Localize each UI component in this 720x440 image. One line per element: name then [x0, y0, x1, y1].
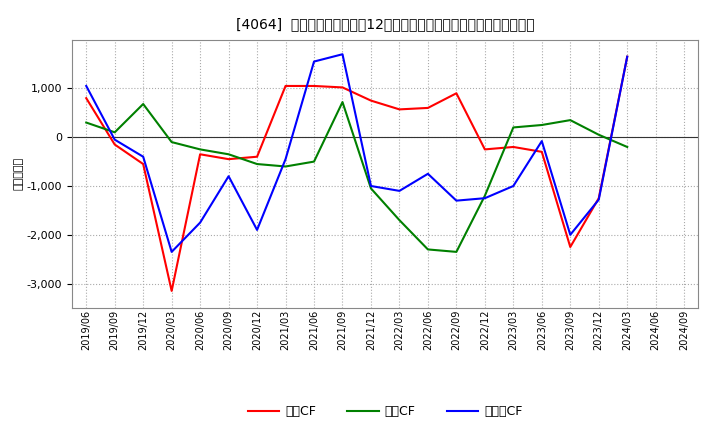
- 営業CF: [310, 83, 318, 88]
- 投資CF: [82, 120, 91, 125]
- フリーCF: [595, 197, 603, 202]
- Line: フリーCF: フリーCF: [86, 54, 627, 252]
- フリーCF: [566, 232, 575, 238]
- 投資CF: [423, 247, 432, 252]
- フリーCF: [452, 198, 461, 203]
- フリーCF: [480, 195, 489, 201]
- Line: 営業CF: 営業CF: [86, 57, 627, 291]
- 営業CF: [110, 142, 119, 147]
- Y-axis label: （百万円）: （百万円）: [14, 157, 24, 191]
- 営業CF: [253, 154, 261, 159]
- 投資CF: [509, 125, 518, 130]
- フリーCF: [366, 183, 375, 189]
- 投資CF: [282, 164, 290, 169]
- 営業CF: [139, 161, 148, 167]
- 投資CF: [139, 101, 148, 106]
- 営業CF: [595, 195, 603, 201]
- フリーCF: [395, 188, 404, 194]
- フリーCF: [225, 174, 233, 179]
- 営業CF: [423, 105, 432, 110]
- 営業CF: [282, 83, 290, 88]
- 営業CF: [82, 95, 91, 101]
- 投資CF: [253, 161, 261, 167]
- フリーCF: [537, 139, 546, 144]
- 投資CF: [167, 139, 176, 145]
- 営業CF: [452, 91, 461, 96]
- フリーCF: [423, 171, 432, 176]
- 営業CF: [338, 85, 347, 90]
- 営業CF: [566, 244, 575, 249]
- 営業CF: [196, 152, 204, 157]
- 営業CF: [509, 144, 518, 150]
- 投資CF: [310, 159, 318, 164]
- フリーCF: [82, 83, 91, 88]
- フリーCF: [338, 51, 347, 57]
- 投資CF: [110, 130, 119, 135]
- Title: [4064]  キャッシュフローの12か月移動合計の対前年同期増減額の推移: [4064] キャッシュフローの12か月移動合計の対前年同期増減額の推移: [236, 18, 534, 32]
- 投資CF: [595, 132, 603, 137]
- 投資CF: [480, 193, 489, 198]
- フリーCF: [167, 249, 176, 254]
- フリーCF: [253, 227, 261, 233]
- 投資CF: [623, 144, 631, 150]
- 投資CF: [225, 152, 233, 157]
- 投資CF: [366, 186, 375, 191]
- 営業CF: [537, 149, 546, 154]
- 営業CF: [366, 98, 375, 103]
- Line: 投資CF: 投資CF: [86, 102, 627, 252]
- フリーCF: [110, 137, 119, 142]
- Legend: 営業CF, 投資CF, フリーCF: 営業CF, 投資CF, フリーCF: [243, 400, 528, 423]
- フリーCF: [509, 183, 518, 189]
- フリーCF: [196, 220, 204, 225]
- 営業CF: [480, 147, 489, 152]
- フリーCF: [282, 157, 290, 162]
- 投資CF: [566, 117, 575, 123]
- 投資CF: [452, 249, 461, 254]
- 営業CF: [395, 107, 404, 112]
- 投資CF: [537, 122, 546, 128]
- 投資CF: [338, 99, 347, 105]
- 投資CF: [196, 147, 204, 152]
- フリーCF: [623, 54, 631, 59]
- フリーCF: [139, 154, 148, 159]
- 営業CF: [225, 157, 233, 162]
- フリーCF: [310, 59, 318, 64]
- 営業CF: [167, 288, 176, 293]
- 営業CF: [623, 54, 631, 59]
- 投資CF: [395, 217, 404, 223]
